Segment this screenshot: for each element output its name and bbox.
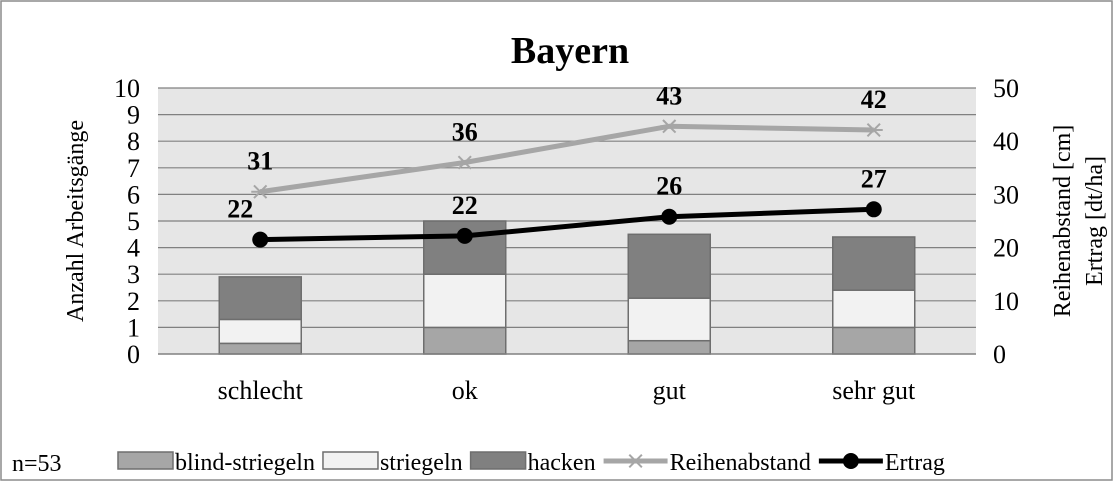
x-tick-label: gut <box>653 376 687 405</box>
legend-swatch-hacken <box>469 451 527 470</box>
data-label-Ertrag: 27 <box>861 164 887 193</box>
y2-tick-label: 20 <box>993 234 1019 263</box>
y-tick-label: 0 <box>127 340 140 369</box>
legend-swatch-striegeln <box>322 451 379 470</box>
legend-marker-Reihenabstand <box>626 453 645 469</box>
legend-note: n=53 <box>12 451 62 477</box>
bar-hacken <box>627 233 711 299</box>
chart-title: Bayern <box>511 30 629 72</box>
bar-blind-striegeln <box>832 326 916 355</box>
data-label-Reihenabstand: 31 <box>247 147 273 176</box>
x-tick-label: sehr gut <box>832 376 916 405</box>
x-axis-labels: schlecht ok gut sehr gut <box>218 376 916 405</box>
star-stroke <box>866 123 881 138</box>
marker-Ertrag <box>252 231 269 248</box>
y2-axis-label-ertrag: Ertrag [dt/ha] <box>1082 156 1108 286</box>
legend-label-Ertrag: Ertrag <box>885 450 945 476</box>
y-tick-label: 3 <box>127 260 140 289</box>
y2-tick-label: 0 <box>993 340 1006 369</box>
y2-axis-label-reihenabstand: Reihenabstand [cm] <box>1050 125 1076 318</box>
data-label-Reihenabstand: 42 <box>861 85 887 114</box>
marker-Ertrag <box>456 227 473 244</box>
legend-label-hacken: hacken <box>528 450 596 476</box>
lines: 31 36 43 42 22 22 26 27 <box>227 81 887 248</box>
legend-label-Reihenabstand: Reihenabstand <box>670 450 811 476</box>
bar-striegeln <box>627 297 711 342</box>
legend: n=53 blind-striegeln striegeln hacken Reihe… <box>12 450 945 477</box>
star-stroke <box>457 155 472 170</box>
y2-tick-label: 40 <box>993 127 1019 156</box>
star-stroke <box>662 119 677 134</box>
legend-label-striegeln: striegeln <box>380 450 463 476</box>
data-label-Reihenabstand: 43 <box>656 81 682 110</box>
y-axis-label: Anzahl Arbeitsgänge <box>63 120 89 322</box>
bar-striegeln <box>218 318 302 345</box>
y2-tick-label: 30 <box>993 180 1019 209</box>
bar-blind-striegeln <box>218 342 302 355</box>
line-Reihenabstand <box>259 123 874 195</box>
x-tick-label: ok <box>452 376 478 405</box>
bar-blind-striegeln <box>423 326 507 355</box>
marker-Ertrag <box>661 208 678 225</box>
y-tick-label: 7 <box>127 154 140 183</box>
data-label-Ertrag: 26 <box>656 172 682 201</box>
y-tick-label: 10 <box>114 74 140 103</box>
data-label-Reihenabstand: 36 <box>452 117 478 146</box>
data-label-Ertrag: 22 <box>452 191 478 220</box>
marker-Reihenabstand <box>455 155 474 170</box>
y2-tick-label: 50 <box>993 74 1019 103</box>
bar-blind-striegeln <box>627 339 711 355</box>
bar-striegeln <box>832 289 916 329</box>
marker-Reihenabstand <box>864 123 883 138</box>
legend-marker-Ertrag <box>842 453 859 469</box>
marker-Reihenabstand <box>660 119 679 134</box>
y-tick-label: 6 <box>127 180 140 209</box>
marker-Reihenabstand <box>251 184 270 199</box>
legend-swatch-blind-striegeln <box>117 451 174 470</box>
y-tick-label: 5 <box>127 207 140 236</box>
line-Ertrag <box>260 206 874 243</box>
marker-Ertrag <box>865 201 882 218</box>
y-tick-label: 2 <box>127 287 140 316</box>
y-tick-label: 9 <box>127 101 140 130</box>
bar-hacken <box>832 236 916 291</box>
y2-tick-label: 10 <box>993 287 1019 316</box>
star-stroke <box>628 453 643 469</box>
bar-striegeln <box>423 273 507 329</box>
y-tick-label: 4 <box>127 234 140 263</box>
y-tick-label: 1 <box>127 313 140 342</box>
data-label-Ertrag: 22 <box>227 195 253 224</box>
legend-label-blind-striegeln: blind-striegeln <box>175 450 315 476</box>
y2-axis-ticks: 0 10 20 30 40 50 <box>993 74 1019 369</box>
x-tick-label: schlecht <box>218 376 304 405</box>
y-tick-label: 8 <box>127 127 140 156</box>
bar-hacken <box>218 276 302 321</box>
star-stroke <box>253 184 268 199</box>
